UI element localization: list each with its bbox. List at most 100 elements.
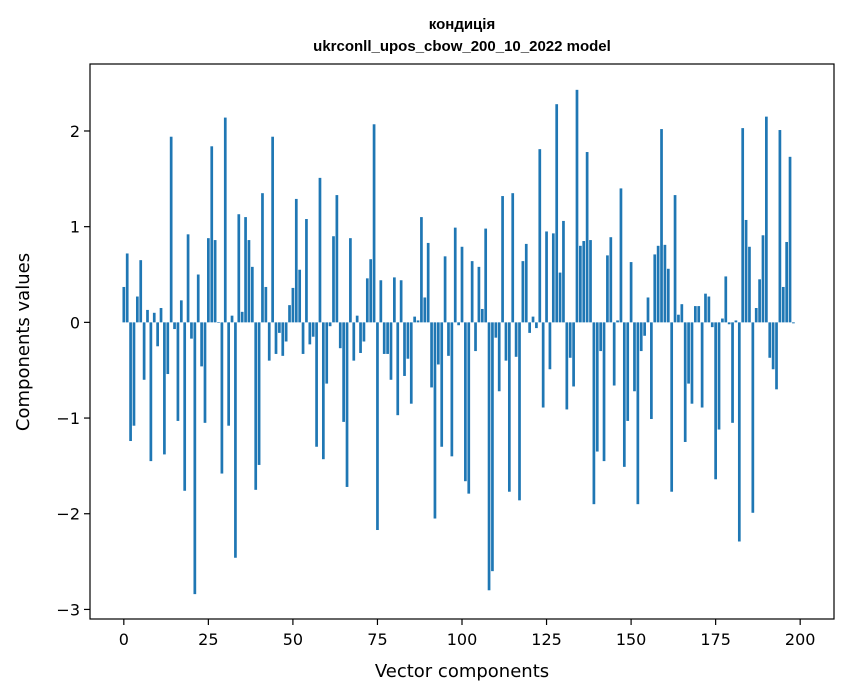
bar-92 — [433, 322, 437, 519]
bar-164 — [677, 314, 680, 323]
bar-174 — [710, 322, 714, 328]
bar-96 — [447, 322, 450, 356]
bar-99 — [457, 322, 460, 326]
bar-94 — [440, 322, 444, 447]
bar-81 — [396, 322, 400, 416]
bar-114 — [507, 322, 511, 492]
bar-61 — [328, 322, 332, 327]
bar-143 — [606, 255, 609, 323]
bar-95 — [443, 256, 447, 323]
bar-89 — [423, 297, 427, 323]
x-tick-label: 175 — [700, 630, 731, 649]
bar-39 — [254, 322, 258, 490]
bar-171 — [700, 322, 704, 408]
bar-134 — [575, 89, 579, 323]
bar-41 — [261, 193, 264, 323]
bar-176 — [717, 322, 721, 430]
bar-90 — [426, 242, 430, 323]
bar-153 — [639, 322, 643, 352]
bar-27 — [213, 240, 217, 323]
bar-71 — [362, 322, 366, 342]
bar-113 — [504, 322, 508, 361]
bar-151 — [633, 322, 636, 392]
x-tick-label: 0 — [119, 630, 129, 649]
bar-98 — [453, 227, 457, 323]
bar-141 — [599, 322, 603, 352]
bar-179 — [727, 322, 731, 325]
bar-60 — [325, 322, 329, 384]
bar-173 — [707, 296, 711, 323]
bar-5 — [139, 260, 143, 323]
bar-52 — [298, 269, 302, 323]
bar-118 — [521, 261, 525, 323]
bar-40 — [257, 322, 261, 465]
bar-175 — [714, 322, 717, 480]
bar-166 — [683, 322, 687, 442]
bar-136 — [582, 241, 586, 323]
bar-181 — [734, 320, 738, 323]
bar-44 — [271, 136, 274, 323]
y-axis-ticks: −3 −2 −1 0 1 2 — [56, 122, 90, 619]
bar-101 — [464, 322, 467, 482]
bar-93 — [436, 322, 440, 365]
bar-68 — [352, 322, 356, 361]
bar-46 — [278, 322, 281, 333]
bar-8 — [149, 322, 153, 462]
bar-64 — [338, 322, 342, 349]
bar-184 — [744, 219, 748, 323]
bar-3 — [132, 322, 136, 426]
bar-65 — [342, 322, 345, 422]
x-axis-ticks: 0 25 50 75 100 125 150 175 200 — [119, 619, 815, 649]
x-tick-label: 125 — [531, 630, 562, 649]
bar-131 — [565, 322, 569, 410]
bar-1 — [125, 253, 129, 323]
bar-170 — [697, 306, 701, 323]
x-tick-label: 50 — [283, 630, 303, 649]
bar-24 — [203, 322, 207, 423]
bar-117 — [518, 322, 521, 501]
y-tick-label: 0 — [70, 313, 80, 332]
bar-86 — [413, 316, 417, 323]
bar-139 — [592, 322, 596, 505]
bar-100 — [460, 246, 464, 323]
bar-83 — [403, 322, 406, 376]
bar-7 — [146, 309, 149, 323]
bar-154 — [643, 322, 646, 336]
plot-frame — [89, 63, 835, 620]
bar-187 — [754, 308, 758, 323]
bar-82 — [399, 280, 403, 323]
bar-59 — [321, 322, 325, 460]
bar-87 — [416, 320, 420, 323]
bar-85 — [409, 322, 413, 404]
bar-67 — [349, 238, 352, 323]
bar-120 — [528, 322, 531, 333]
bar-91 — [430, 322, 433, 388]
bar-186 — [751, 322, 755, 513]
bar-190 — [765, 116, 768, 323]
bar-105 — [477, 266, 481, 323]
bar-192 — [771, 322, 775, 370]
bar-69 — [355, 315, 359, 323]
bar-159 — [660, 129, 663, 323]
bar-6 — [142, 322, 146, 380]
bar-42 — [264, 286, 268, 323]
bar-183 — [741, 128, 745, 323]
bar-146 — [616, 320, 619, 323]
bar-156 — [650, 322, 653, 420]
bar-137 — [585, 152, 589, 323]
bar-88 — [420, 217, 423, 323]
bar-53 — [301, 322, 305, 354]
bar-197 — [788, 156, 792, 323]
bar-58 — [318, 177, 322, 323]
x-axis-label: Vector components — [375, 661, 549, 682]
bar-129 — [558, 272, 562, 323]
bar-73 — [369, 259, 373, 323]
bar-195 — [781, 286, 785, 323]
bar-30 — [223, 117, 227, 323]
bar-36 — [244, 217, 247, 323]
bar-35 — [240, 311, 244, 323]
bar-17 — [179, 300, 183, 323]
y-axis-label: Components values — [13, 253, 34, 431]
bars-group — [122, 89, 795, 595]
